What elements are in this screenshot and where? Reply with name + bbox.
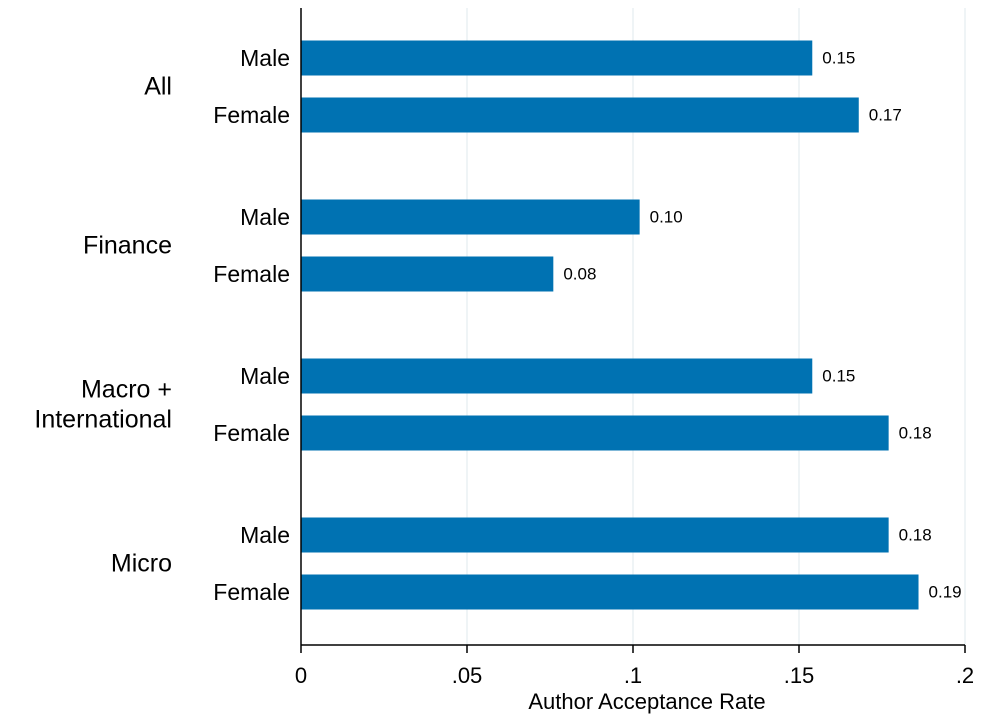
bar bbox=[301, 97, 859, 133]
bar-value-label: 0.18 bbox=[899, 526, 932, 545]
bar-value-label: 0.15 bbox=[822, 49, 855, 68]
group-label: International bbox=[34, 406, 172, 434]
bar bbox=[301, 199, 640, 235]
bars bbox=[301, 40, 919, 610]
bar bbox=[301, 358, 813, 394]
bar-value-label: 0.18 bbox=[899, 424, 932, 443]
bar-category-label: Female bbox=[213, 579, 290, 605]
bar bbox=[301, 574, 919, 610]
bar-category-label: Male bbox=[240, 363, 290, 389]
bar bbox=[301, 517, 889, 553]
axes: 0 .05 .1 .15 .2 bbox=[295, 8, 974, 688]
bar-category-label: Female bbox=[213, 261, 290, 287]
x-tick-label: .2 bbox=[956, 663, 974, 688]
x-tick-label: 0 bbox=[295, 663, 307, 688]
bar bbox=[301, 40, 813, 76]
x-tick-label: .05 bbox=[452, 663, 483, 688]
bar bbox=[301, 256, 554, 292]
group-label: Micro bbox=[111, 550, 172, 578]
bar-value-label: 0.15 bbox=[822, 367, 855, 386]
x-axis-title: Author Acceptance Rate bbox=[528, 689, 765, 714]
x-tick-label: .1 bbox=[624, 663, 642, 688]
bar-value-label: 0.17 bbox=[869, 106, 902, 125]
x-tick-label: .15 bbox=[784, 663, 815, 688]
bar-category-label: Male bbox=[240, 45, 290, 71]
bar-category-label: Female bbox=[213, 102, 290, 128]
bar-value-label: 0.19 bbox=[929, 583, 962, 602]
bar-value-label: 0.08 bbox=[563, 265, 596, 284]
bar-value-label: 0.10 bbox=[650, 208, 683, 227]
bar-category-label: Female bbox=[213, 420, 290, 446]
group-label: Macro + bbox=[81, 376, 172, 404]
group-label: Finance bbox=[83, 232, 172, 260]
bar-category-label: Male bbox=[240, 522, 290, 548]
bar-category-label: Male bbox=[240, 204, 290, 230]
labels: Male 0.15 Female 0.17 All Male 0.10 Female 0.08 F… bbox=[34, 45, 961, 605]
group-label: All bbox=[144, 73, 172, 101]
bar bbox=[301, 415, 889, 451]
